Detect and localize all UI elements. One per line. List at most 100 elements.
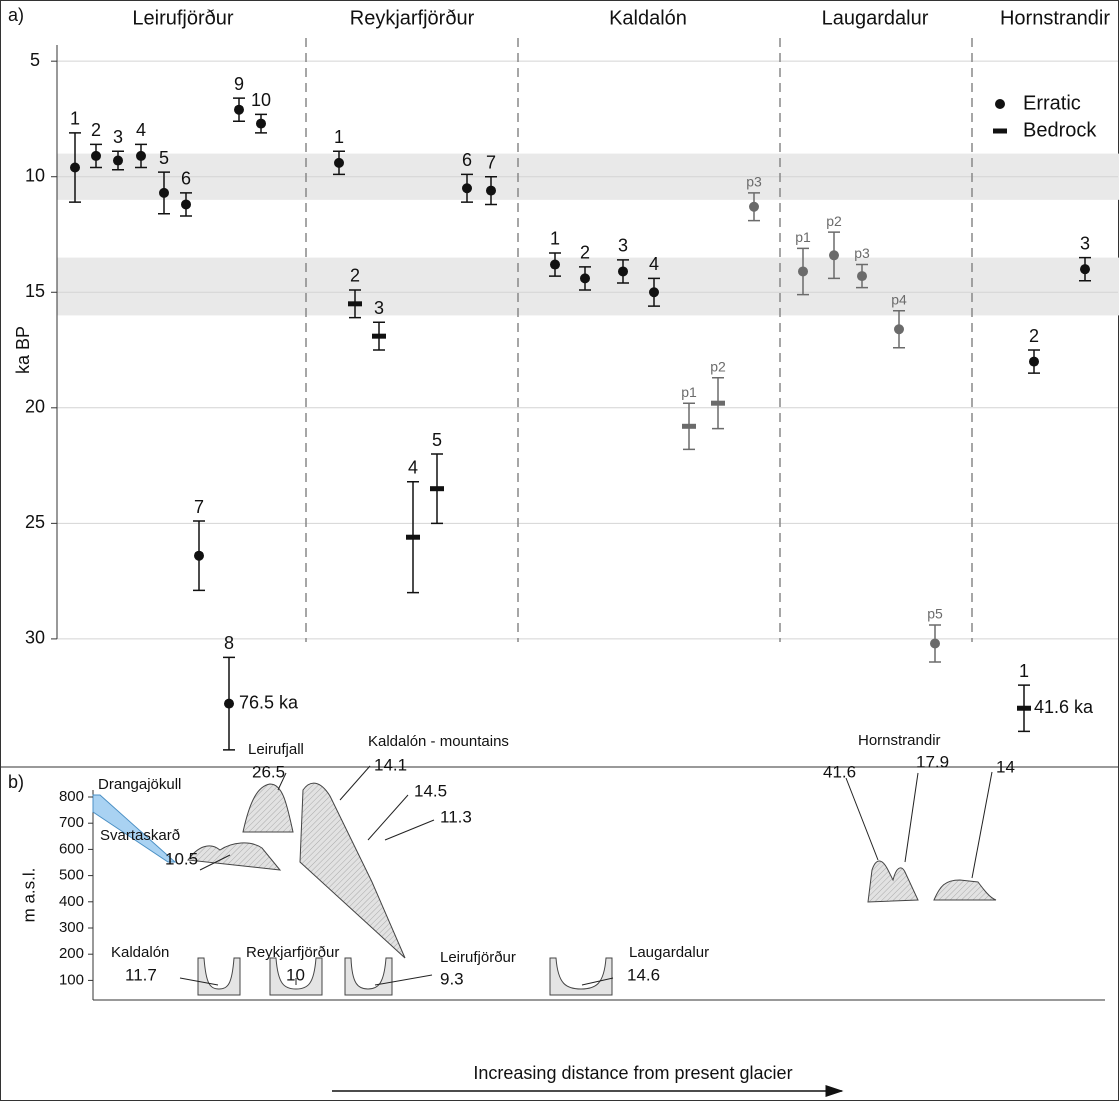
group-title: Kaldalón (609, 7, 687, 29)
legend-label: Bedrock (1023, 119, 1097, 141)
y-tick-label: 100 (59, 971, 84, 988)
erratic-marker (113, 155, 123, 166)
leader (277, 772, 287, 791)
point-label: 7 (194, 497, 204, 517)
point-label: 2 (1029, 326, 1039, 346)
point-label: 1 (550, 229, 560, 249)
erratic-marker (618, 266, 628, 277)
bedrock-marker (711, 400, 725, 406)
diagram-label: 10.5 (165, 849, 198, 868)
group-title: Laugardalur (822, 7, 929, 29)
point-label: 5 (159, 148, 169, 168)
erratic-marker (181, 199, 191, 210)
point-label: 6 (462, 150, 472, 170)
leader (199, 854, 231, 871)
point-label: 4 (136, 120, 146, 140)
erratic-marker (91, 150, 101, 161)
point-label: p2 (826, 213, 842, 229)
erratic-marker (334, 157, 344, 168)
diagram-label: 11.3 (440, 807, 472, 826)
y-tick-label: 25 (25, 512, 45, 532)
point-label: p3 (746, 174, 762, 190)
point-label: 4 (408, 458, 418, 478)
mountain (242, 783, 294, 833)
group-title: Leirufjörður (132, 7, 234, 29)
point-label: 1 (1019, 661, 1029, 681)
leader (845, 777, 879, 861)
mountain (933, 879, 997, 901)
group-title: Hornstrandir (1000, 7, 1110, 29)
diagram-label: Kaldalón - mountains (368, 733, 509, 750)
diagram-label: Kaldalón (111, 944, 169, 961)
y-tick-label: 15 (25, 281, 45, 301)
erratic-marker (486, 185, 496, 196)
diagram-label: 26.5 (252, 762, 285, 781)
diagram-label: Hornstrandir (858, 732, 941, 749)
point-label: 3 (1080, 233, 1090, 253)
y-tick-label: 30 (25, 628, 45, 648)
bedrock-marker (372, 333, 386, 339)
panel-label: b) (8, 772, 24, 792)
point-label: 4 (649, 254, 659, 274)
erratic-marker (580, 273, 590, 284)
point-label: 9 (234, 74, 244, 94)
erratic-marker (829, 250, 839, 261)
point-label: 6 (181, 169, 191, 189)
point-label: p4 (891, 291, 907, 307)
point-label: 2 (350, 266, 360, 286)
bedrock-marker (1017, 705, 1031, 711)
diagram-label: 14.1 (374, 755, 407, 774)
leader (339, 765, 371, 801)
point-label: 1 (70, 109, 80, 129)
diagram-label: 14.5 (414, 781, 447, 800)
valley (549, 957, 613, 996)
y-tick-label: 5 (30, 50, 40, 70)
y-tick-label: 600 (59, 840, 84, 857)
leader (374, 974, 433, 986)
leader (581, 977, 614, 986)
diagram-label: 14 (996, 757, 1015, 776)
point-label: 2 (580, 243, 590, 263)
diagram-label: 10 (286, 965, 305, 984)
y-tick-label: 200 (59, 945, 84, 962)
erratic-marker (1029, 356, 1039, 367)
bedrock-marker (682, 423, 696, 429)
diagram-label: 9.3 (440, 969, 464, 988)
leader (971, 771, 993, 879)
y-tick-label: 800 (59, 788, 84, 805)
legend-marker (995, 99, 1005, 109)
diagram-label: 17.9 (916, 752, 949, 771)
x-axis-label: Increasing distance from present glacier (473, 1063, 792, 1083)
erratic-marker (649, 287, 659, 298)
y-tick-label: 10 (25, 165, 45, 185)
mountain (187, 842, 282, 871)
erratic-marker (1080, 264, 1090, 275)
point-label: 2 (91, 120, 101, 140)
group-title: Reykjarfjörður (350, 7, 475, 29)
y-axis-label: m a.s.l. (19, 868, 38, 923)
erratic-marker (930, 638, 940, 649)
diagram-label: Leirufjall (248, 741, 304, 758)
diagram-label: Laugardalur (629, 944, 709, 961)
point-label: p5 (927, 606, 943, 622)
point-label: 3 (113, 127, 123, 147)
diagram-label: Reykjarfjörður (246, 944, 339, 961)
leader (179, 977, 219, 986)
point-label: 3 (374, 298, 384, 318)
erratic-marker (136, 150, 146, 161)
erratic-marker (234, 104, 244, 115)
point-note: 41.6 ka (1034, 697, 1094, 717)
point-label: p1 (795, 229, 811, 245)
diagram-label: Svartaskarð (100, 827, 180, 844)
panel-label: a) (8, 5, 24, 25)
valley (197, 957, 241, 996)
bedrock-marker (406, 534, 420, 540)
leader (384, 819, 435, 841)
panel-b: b) m a.s.l. 800 700 600 500 400 300 200 100 Increa… (8, 732, 1105, 1097)
mountain (299, 782, 406, 959)
valley (344, 957, 393, 996)
bedrock-marker (348, 301, 362, 307)
erratic-marker (857, 271, 867, 282)
ice-cap (92, 794, 177, 863)
